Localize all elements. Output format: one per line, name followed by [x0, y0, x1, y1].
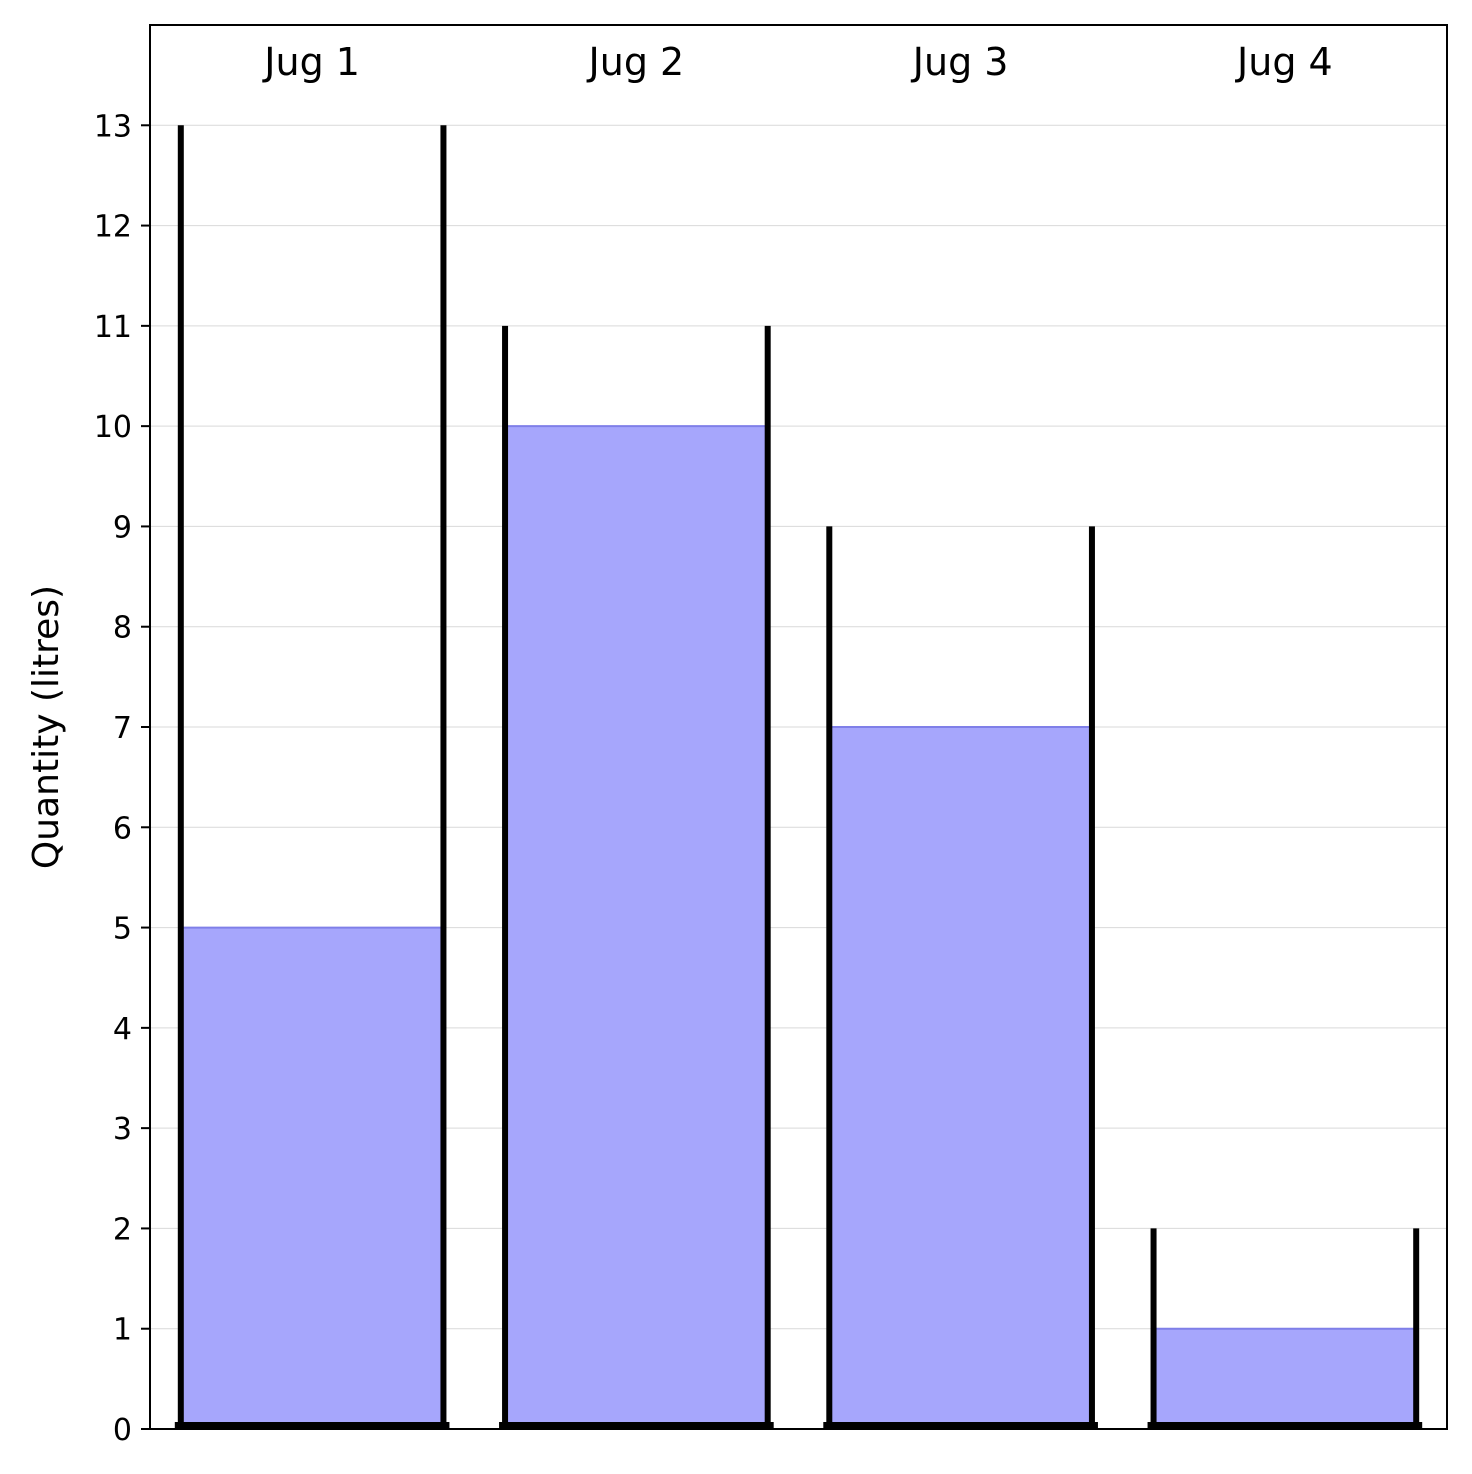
jug-label: Jug 2	[587, 40, 685, 84]
jug-fill	[1153, 1328, 1417, 1429]
y-tick-label: 10	[94, 410, 132, 445]
plot-frame	[149, 24, 1448, 1430]
y-tick-label: 2	[113, 1212, 132, 1247]
y-tick-label: 13	[94, 109, 132, 144]
jug-label: Jug 4	[1235, 40, 1333, 84]
y-tick-label: 9	[113, 510, 132, 545]
jug-label: Jug 3	[911, 40, 1009, 84]
y-tick-label: 6	[113, 811, 132, 846]
y-tick-label: 12	[94, 210, 132, 245]
y-tick-label: 11	[94, 310, 132, 345]
y-tick-label: 4	[113, 1012, 132, 1047]
jug-label: Jug 1	[262, 40, 360, 84]
jug-fill	[180, 927, 444, 1429]
y-tick-label: 7	[113, 711, 132, 746]
y-tick-label: 8	[113, 611, 132, 646]
jug-fill	[829, 727, 1092, 1429]
y-tick-label: 1	[113, 1313, 132, 1348]
y-axis-title: Quantity (litres)	[26, 585, 67, 869]
y-tick-label: 5	[113, 912, 132, 947]
jug-walls	[174, 125, 1423, 1428]
y-tick-label: 0	[113, 1413, 132, 1448]
jug-fill	[505, 426, 768, 1430]
jug-labels: Jug 1 Jug 2 Jug 3 Jug 4	[262, 40, 1332, 84]
jug-fills	[180, 425, 1417, 1430]
y-tick-label: 3	[113, 1112, 132, 1147]
